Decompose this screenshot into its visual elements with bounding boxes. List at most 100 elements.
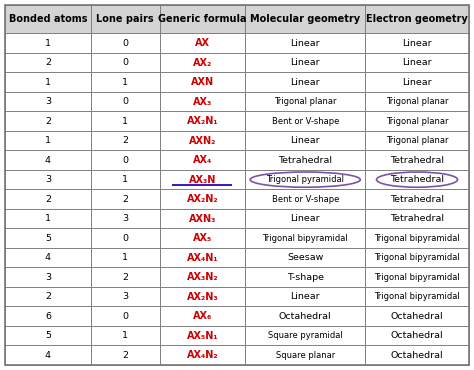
Bar	[246, 346, 365, 365]
Bar	[5, 5, 91, 33]
Bar	[5, 306, 91, 326]
Bar	[160, 5, 246, 33]
Bar	[246, 131, 365, 150]
Text: 1: 1	[122, 253, 128, 262]
Text: Electron geometry: Electron geometry	[366, 14, 468, 24]
Text: 2: 2	[45, 58, 51, 67]
Text: Bent or V-shape: Bent or V-shape	[272, 195, 339, 204]
Text: Bonded atoms: Bonded atoms	[9, 14, 87, 24]
Bar	[91, 150, 160, 170]
Text: Octahedral: Octahedral	[391, 351, 443, 360]
Text: Lone pairs: Lone pairs	[96, 14, 154, 24]
Bar	[5, 170, 91, 189]
Bar	[246, 268, 365, 287]
Text: Octahedral: Octahedral	[279, 312, 331, 321]
Bar	[365, 248, 469, 268]
Bar	[160, 326, 246, 346]
Bar	[365, 150, 469, 170]
Text: 2: 2	[45, 292, 51, 301]
Bar	[91, 170, 160, 189]
Bar	[160, 131, 246, 150]
Text: Linear: Linear	[291, 58, 320, 67]
Bar	[160, 92, 246, 111]
Bar	[5, 33, 91, 53]
Text: Bent or V-shape: Bent or V-shape	[272, 117, 339, 125]
Bar	[246, 306, 365, 326]
Bar	[160, 248, 246, 268]
Bar	[246, 5, 365, 33]
Text: 0: 0	[122, 156, 128, 165]
Bar	[91, 53, 160, 72]
Bar	[365, 287, 469, 306]
Text: AX₃N: AX₃N	[189, 175, 216, 185]
Bar	[365, 268, 469, 287]
Text: AX₅N₁: AX₅N₁	[187, 331, 218, 341]
Text: 1: 1	[122, 331, 128, 340]
Bar	[5, 189, 91, 209]
Text: 5: 5	[45, 331, 51, 340]
Bar	[246, 72, 365, 92]
Text: AXN: AXN	[191, 77, 214, 87]
Bar	[365, 33, 469, 53]
Bar	[365, 306, 469, 326]
Bar	[160, 268, 246, 287]
Text: Trigonal bipyramidal: Trigonal bipyramidal	[374, 273, 460, 282]
Text: Tetrahedral: Tetrahedral	[390, 175, 444, 184]
Text: AXN₃: AXN₃	[189, 213, 216, 223]
Text: Trigonal bipyramidal: Trigonal bipyramidal	[374, 292, 460, 301]
Text: Trigonal planar: Trigonal planar	[386, 97, 448, 106]
Bar	[246, 92, 365, 111]
Bar	[246, 326, 365, 346]
Text: 4: 4	[45, 253, 51, 262]
Text: Trigonal bipyramidal: Trigonal bipyramidal	[262, 234, 348, 243]
Text: 2: 2	[122, 351, 128, 360]
Bar	[365, 53, 469, 72]
Text: 1: 1	[122, 78, 128, 87]
Text: AX₅: AX₅	[193, 233, 212, 243]
Text: 6: 6	[45, 312, 51, 321]
Text: 1: 1	[122, 175, 128, 184]
Bar	[91, 5, 160, 33]
Text: 2: 2	[45, 117, 51, 125]
Text: 1: 1	[45, 136, 51, 145]
Bar	[246, 150, 365, 170]
Text: AX₃N₂: AX₃N₂	[187, 272, 218, 282]
Bar	[365, 72, 469, 92]
Bar	[246, 111, 365, 131]
Bar	[160, 346, 246, 365]
Text: 2: 2	[122, 273, 128, 282]
Text: 0: 0	[122, 97, 128, 106]
Bar	[91, 209, 160, 228]
Text: 0: 0	[122, 312, 128, 321]
Bar	[365, 92, 469, 111]
Text: Linear: Linear	[291, 136, 320, 145]
Bar	[5, 131, 91, 150]
Text: Octahedral: Octahedral	[391, 331, 443, 340]
Text: 0: 0	[122, 38, 128, 48]
Bar	[246, 228, 365, 248]
Bar	[365, 209, 469, 228]
Bar	[160, 189, 246, 209]
Text: AX₆: AX₆	[193, 311, 212, 321]
Text: 3: 3	[45, 97, 51, 106]
Text: Seesaw: Seesaw	[287, 253, 323, 262]
Text: Tetrahedral: Tetrahedral	[278, 156, 332, 165]
Bar	[91, 111, 160, 131]
Bar	[5, 228, 91, 248]
Bar	[91, 248, 160, 268]
Text: Linear: Linear	[291, 38, 320, 48]
Bar	[365, 189, 469, 209]
Text: AX: AX	[195, 38, 210, 48]
Text: AX₄: AX₄	[193, 155, 212, 165]
Bar	[5, 111, 91, 131]
Bar	[5, 150, 91, 170]
Bar	[91, 131, 160, 150]
Text: 5: 5	[45, 234, 51, 243]
Bar	[5, 248, 91, 268]
Bar	[160, 228, 246, 248]
Bar	[246, 33, 365, 53]
Bar	[5, 346, 91, 365]
Bar	[91, 346, 160, 365]
Text: Trigonal planar: Trigonal planar	[386, 136, 448, 145]
Text: Square pyramidal: Square pyramidal	[268, 331, 343, 340]
